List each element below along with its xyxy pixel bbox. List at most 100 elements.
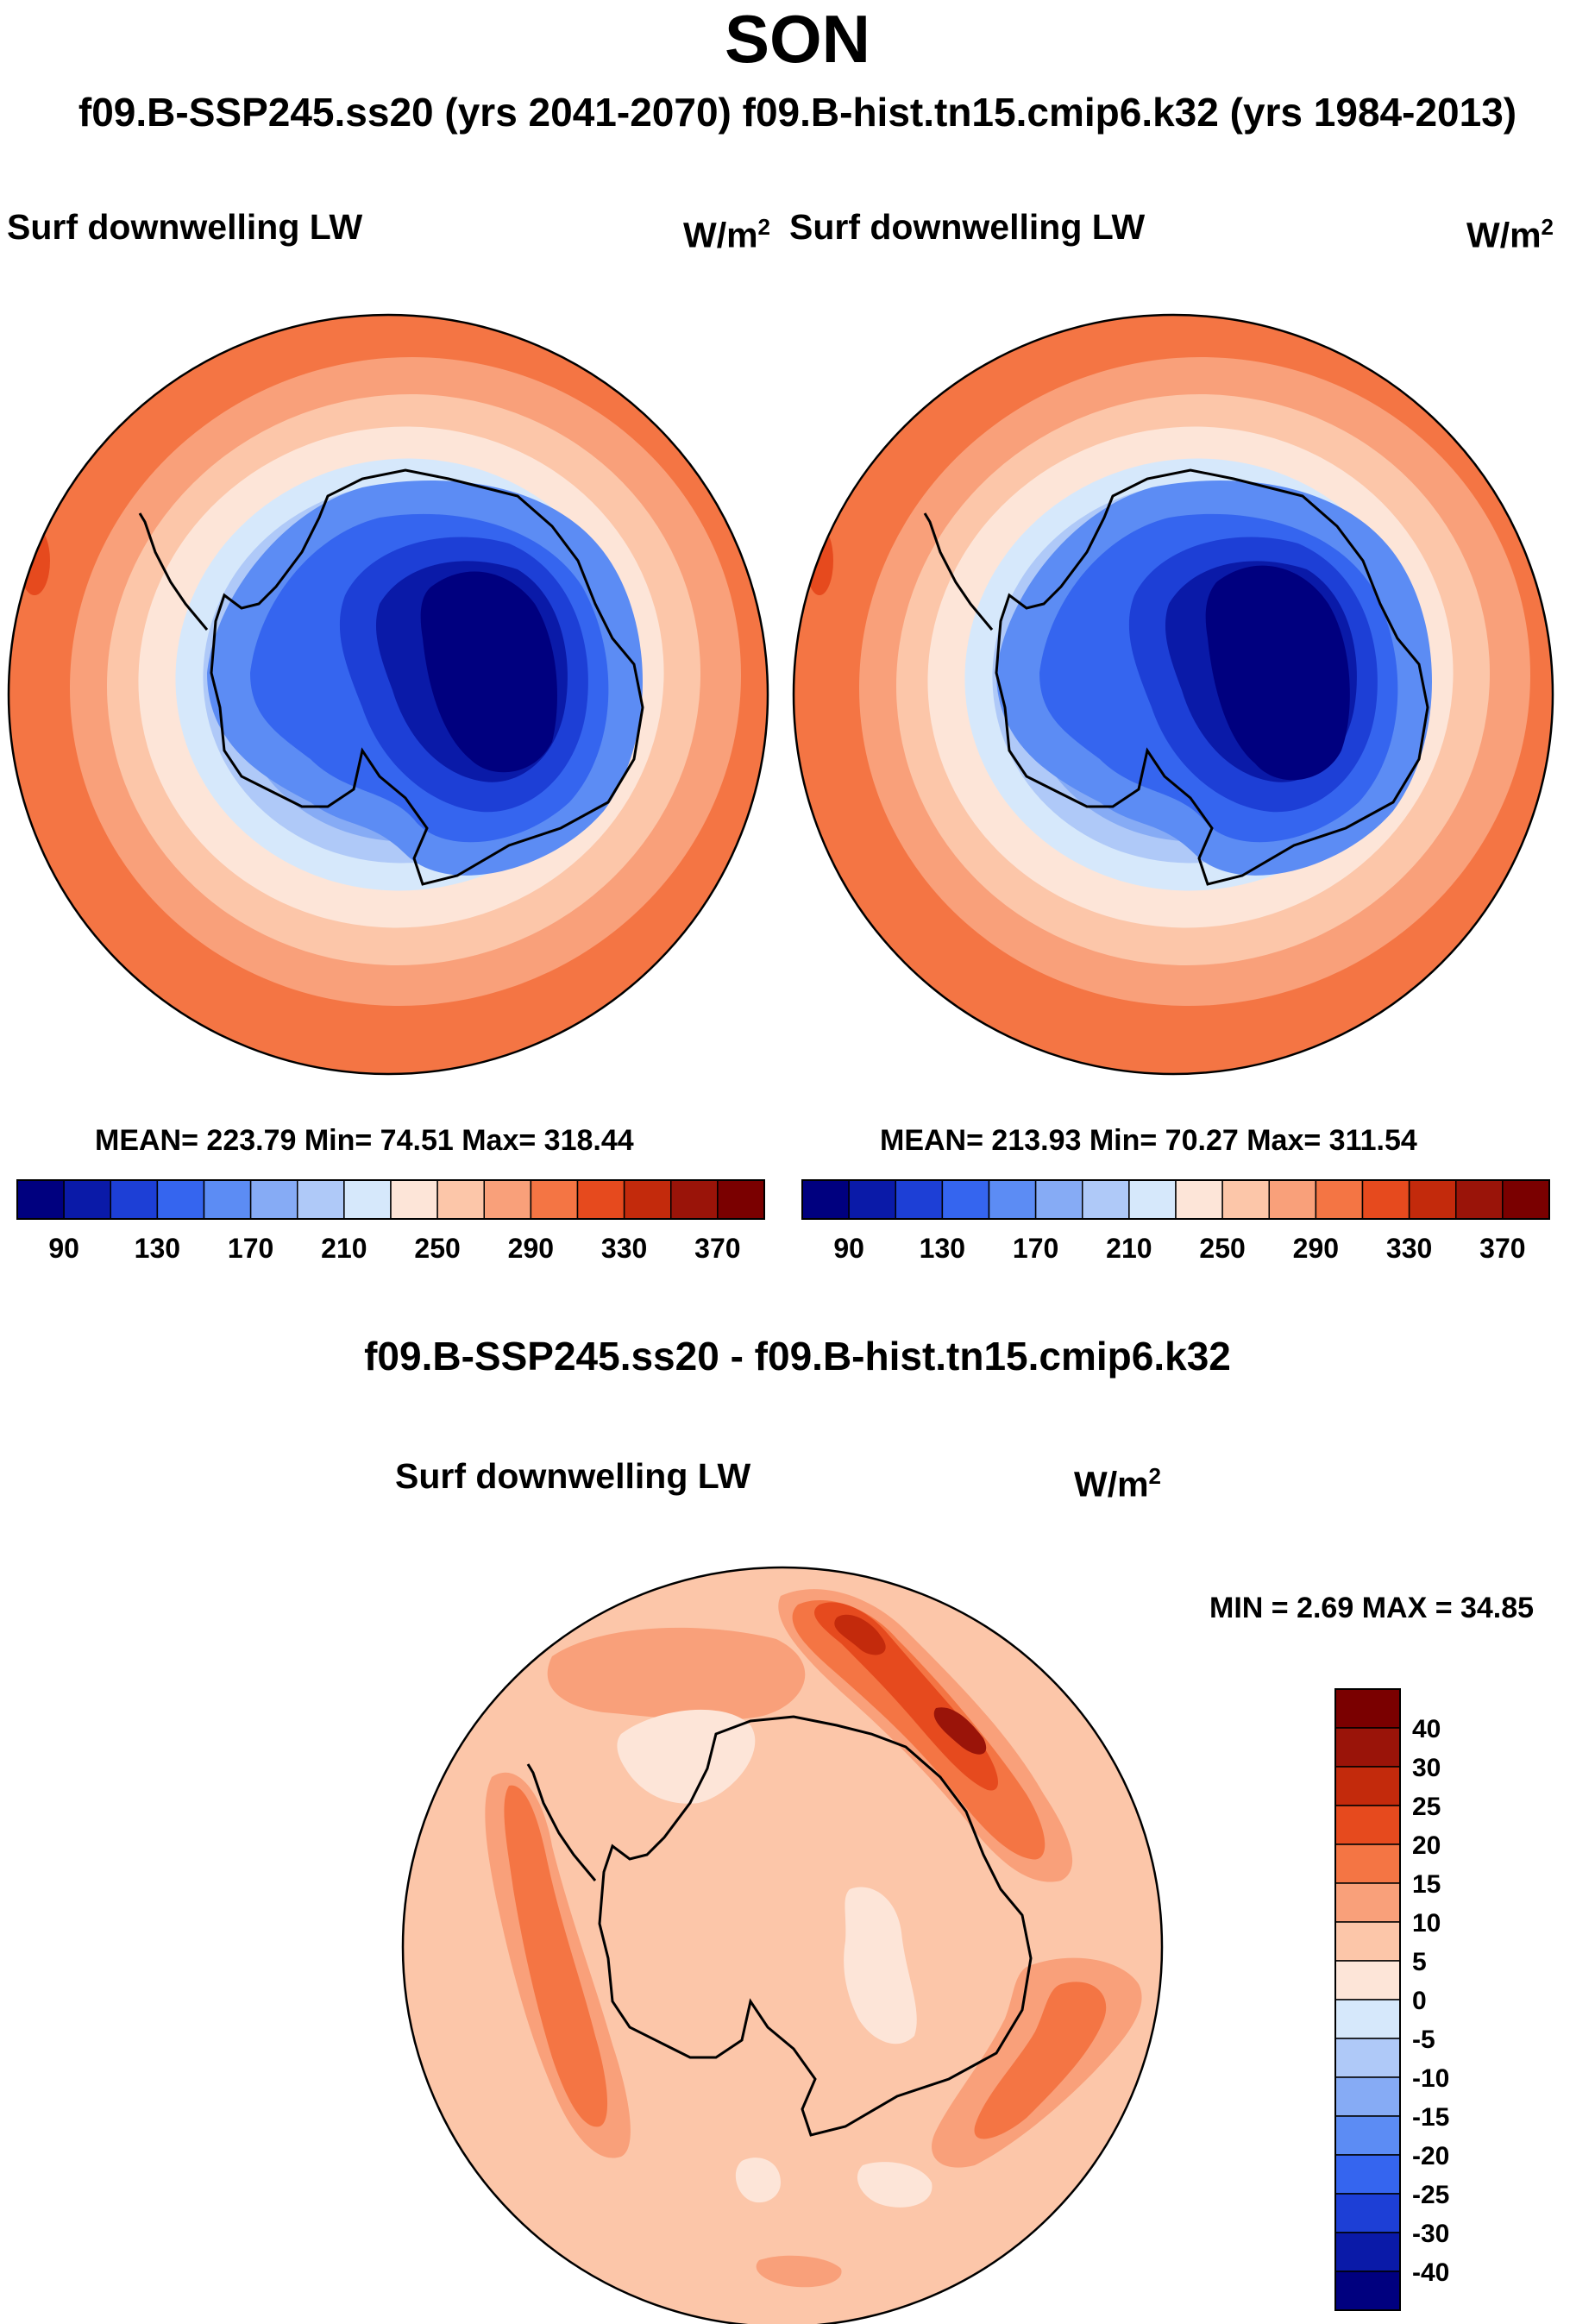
colorbar-swatch bbox=[203, 1179, 252, 1220]
colorbar-tick-label: -30 bbox=[1412, 2220, 1449, 2248]
diff-map-border bbox=[401, 1566, 1164, 2324]
colorbar-swatch bbox=[1408, 1179, 1457, 1220]
colorbar-tick-label: 30 bbox=[1412, 1754, 1441, 1782]
colorbar-tick-label: -15 bbox=[1412, 2103, 1449, 2132]
colorbar-tick-label: 330 bbox=[601, 1233, 647, 1264]
colorbar-swatch bbox=[895, 1179, 944, 1220]
panel1-peninsula-coastline bbox=[138, 512, 209, 631]
colorbar-tick-label: 210 bbox=[321, 1233, 367, 1264]
colorbar-tick-label: 370 bbox=[694, 1233, 740, 1264]
colorbar-swatch bbox=[1334, 1999, 1401, 2039]
colorbar-swatch bbox=[390, 1179, 438, 1220]
colorbar-tick-label: 130 bbox=[135, 1233, 180, 1264]
colorbar-swatch bbox=[156, 1179, 205, 1220]
cases-subtitle: f09.B-SSP245.ss20 (yrs 2041-2070) f09.B-… bbox=[78, 90, 1517, 135]
colorbar-swatch bbox=[483, 1179, 532, 1220]
colorbar-swatch bbox=[1334, 1805, 1401, 1845]
colorbar-swatch bbox=[1334, 1688, 1401, 1729]
panel2-map-border bbox=[792, 313, 1554, 1076]
colorbar-swatch bbox=[623, 1179, 672, 1220]
colorbar-tick-label: 90 bbox=[48, 1233, 79, 1264]
season-title: SON bbox=[724, 1, 871, 77]
colorbar-swatch bbox=[1334, 1882, 1401, 1923]
colorbar-tick-label: 250 bbox=[1199, 1233, 1245, 1264]
panel1-map-border bbox=[7, 313, 769, 1076]
panel2-title: Surf downwelling LW bbox=[789, 207, 1146, 247]
colorbar-frame bbox=[801, 1179, 1550, 1220]
colorbar-swatch bbox=[848, 1179, 896, 1220]
colorbar-swatch bbox=[436, 1179, 485, 1220]
panel1-units: W/m2 bbox=[683, 214, 771, 255]
colorbar-swatch bbox=[1128, 1179, 1177, 1220]
colorbar-swatch bbox=[297, 1179, 345, 1220]
colorbar-swatch bbox=[670, 1179, 719, 1220]
colorbar-swatch bbox=[1334, 2193, 1401, 2233]
colorbar-tick-label: -40 bbox=[1412, 2258, 1449, 2287]
colorbar-frame bbox=[1334, 1688, 1401, 2311]
panel1-title: Surf downwelling LW bbox=[7, 207, 363, 247]
colorbar-tick-label: 90 bbox=[833, 1233, 864, 1264]
colorbar-swatch bbox=[941, 1179, 990, 1220]
panel1-antarctica-coastline bbox=[210, 468, 644, 886]
diff-title: Surf downwelling LW bbox=[395, 1456, 751, 1496]
colorbar-tick-label: 10 bbox=[1412, 1909, 1441, 1938]
colorbar-tick-label: 170 bbox=[1013, 1233, 1058, 1264]
colorbar-swatch bbox=[1502, 1179, 1550, 1220]
colorbar-swatch bbox=[110, 1179, 159, 1220]
colorbar-swatch bbox=[988, 1179, 1037, 1220]
diff-antarctica-coastline bbox=[598, 1715, 1033, 2137]
diff-colorbar: 40 30 25 20 15 10 5 0 -5 -10 -15 -20 -25 -30 -40 bbox=[1334, 1688, 1449, 2311]
colorbar-swatch bbox=[1334, 1727, 1401, 1768]
colorbar-tick-label: 170 bbox=[228, 1233, 273, 1264]
colorbar-swatch bbox=[1334, 2271, 1401, 2311]
colorbar-tick-label: -5 bbox=[1412, 2026, 1435, 2054]
panel2-colorbar: 90 130 170 210 250 290 330 370 bbox=[801, 1179, 1550, 1264]
colorbar-tick-label: -20 bbox=[1412, 2142, 1449, 2170]
colorbar-tick-label: 0 bbox=[1412, 1987, 1427, 2015]
colorbar-swatch bbox=[576, 1179, 625, 1220]
panel2-units: W/m2 bbox=[1466, 214, 1554, 255]
colorbar-tick-label: 20 bbox=[1412, 1831, 1441, 1860]
colorbar-swatch bbox=[1334, 1843, 1401, 1884]
colorbar-swatch bbox=[801, 1179, 850, 1220]
colorbar-swatch bbox=[1334, 2154, 1401, 2195]
panel1-map bbox=[9, 315, 768, 1074]
colorbar-swatch bbox=[1082, 1179, 1130, 1220]
colorbar-swatch bbox=[1334, 2232, 1401, 2272]
colorbar-tick-label: 130 bbox=[920, 1233, 965, 1264]
panel2-stats: MEAN= 213.93 Min= 70.27 Max= 311.54 bbox=[880, 1124, 1417, 1157]
colorbar-frame bbox=[16, 1179, 765, 1220]
panel2-peninsula-coastline bbox=[923, 512, 994, 631]
diff-peninsula-coastline bbox=[526, 1763, 597, 1881]
diff-map bbox=[403, 1567, 1162, 2324]
panel1-colorbar: 90 130 170 210 250 290 330 370 bbox=[16, 1179, 765, 1264]
colorbar-tick-label: 370 bbox=[1479, 1233, 1525, 1264]
diff-units: W/m2 bbox=[1074, 1463, 1162, 1504]
colorbar-swatch bbox=[530, 1179, 579, 1220]
colorbar-tick-label: 250 bbox=[414, 1233, 460, 1264]
panel2-map bbox=[794, 315, 1553, 1074]
colorbar-swatch bbox=[717, 1179, 765, 1220]
colorbar-tick-label: 25 bbox=[1412, 1793, 1441, 1821]
colorbar-swatch bbox=[1034, 1179, 1083, 1220]
colorbar-swatch bbox=[1334, 1921, 1401, 1962]
panel1-stats: MEAN= 223.79 Min= 74.51 Max= 318.44 bbox=[95, 1124, 634, 1157]
colorbar-swatch bbox=[343, 1179, 392, 1220]
colorbar-tick-label: 40 bbox=[1412, 1715, 1441, 1743]
colorbar-swatch bbox=[1361, 1179, 1410, 1220]
colorbar-swatch bbox=[1334, 2076, 1401, 2117]
colorbar-tick-label: 290 bbox=[508, 1233, 554, 1264]
colorbar-swatch bbox=[1334, 1960, 1401, 2001]
colorbar-swatch bbox=[1334, 2038, 1401, 2078]
colorbar-swatch bbox=[1268, 1179, 1317, 1220]
colorbar-tick-label: 290 bbox=[1293, 1233, 1339, 1264]
colorbar-tick-label: 5 bbox=[1412, 1948, 1427, 1976]
colorbar-tick-label: 15 bbox=[1412, 1870, 1441, 1899]
colorbar-tick-label: 210 bbox=[1106, 1233, 1152, 1264]
colorbar-swatch bbox=[1175, 1179, 1223, 1220]
colorbar-swatch bbox=[63, 1179, 111, 1220]
colorbar-tick-label: 330 bbox=[1386, 1233, 1432, 1264]
diff-stats: MIN = 2.69 MAX = 34.85 bbox=[1209, 1592, 1535, 1624]
colorbar-swatch bbox=[16, 1179, 65, 1220]
